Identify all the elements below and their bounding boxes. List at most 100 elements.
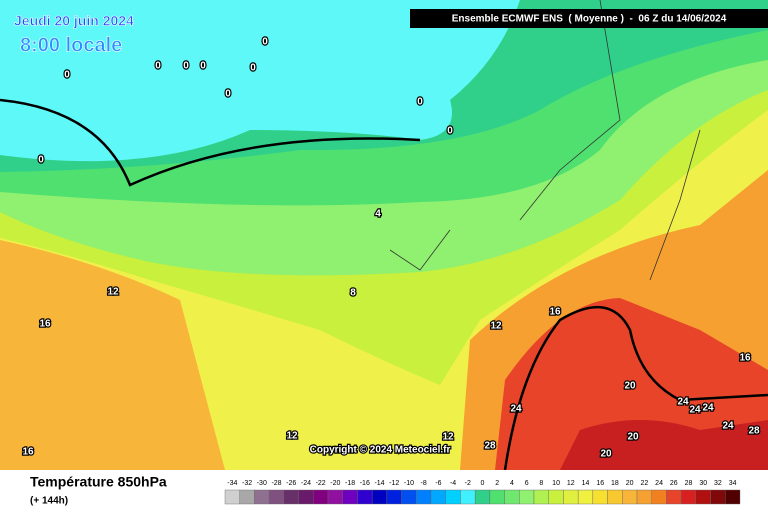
isotherm-label: 16 [739,353,751,364]
scale-label: 12 [567,480,575,487]
scale-label: -10 [404,480,414,487]
scale-label: 28 [685,480,693,487]
isotherm-label: 4 [375,209,381,220]
scale-swatch [563,489,579,505]
isotherm-label: 0 [64,70,70,81]
scale-label: 14 [582,480,590,487]
isotherm-label: 12 [286,431,298,442]
legend-title: Température 850hPa [30,474,167,490]
scale-swatch [342,489,358,505]
scale-label: 22 [640,480,648,487]
scale-label: 34 [729,480,737,487]
isotherm-label: 0 [155,61,161,72]
scale-swatch [327,489,343,505]
scale-swatch [577,489,594,505]
color-scale: -34 -32 -30 -28 -26 -24 -22 -20 -18 -16 -14 -12 -10-… [224,480,741,505]
scale-swatch [268,489,285,505]
scale-swatch [416,489,432,505]
isotherm-label: 0 [250,63,256,74]
scale-swatch [489,489,505,505]
scale-swatch [519,489,535,505]
isotherm-label: 8 [350,288,356,299]
isotherm-label: 20 [624,381,636,392]
isotherm-label: 16 [549,307,561,318]
scale-swatch [357,489,373,505]
map-background [0,0,768,471]
isotherm-label: 12 [490,321,502,332]
scale-label: -32 [242,480,252,487]
scale-label: -6 [435,480,441,487]
scale-swatch [254,489,270,505]
isotherm-label: 0 [183,61,189,72]
scale-swatch [313,489,329,505]
scale-label: 6 [525,480,529,487]
scale-label: 24 [655,480,663,487]
scale-label: -12 [389,480,399,487]
scale-label: -30 [257,480,267,487]
isotherm-label: 16 [39,319,51,330]
scale-label: -14 [374,480,384,487]
isotherm-label: 20 [627,432,639,443]
scale-label: -22 [316,480,326,487]
scale-swatch [548,489,564,505]
scale-swatch [298,489,314,505]
scale-label: -2 [465,480,471,487]
scale-label: 0 [481,480,485,487]
isotherm-label: 0 [200,61,206,72]
copyright: Copyright © 2024 Meteociel.fr [310,445,451,456]
isotherm-label: 0 [262,37,268,48]
isotherm-label: 0 [38,155,44,166]
forecast-lead: (+ 144h) [30,496,68,507]
isotherm-label: 24 [689,405,701,416]
scale-label: -18 [345,480,355,487]
scale-swatch [474,489,491,505]
scale-swatch [430,489,446,505]
scale-label: 20 [626,480,634,487]
isotherm-label: 0 [417,97,423,108]
scale-swatch [725,489,741,505]
scale-label: 2 [495,480,499,487]
local-time: 8:00 locale [20,34,122,56]
isotherm-label: 24 [722,421,734,432]
scale-swatch [666,489,682,505]
isotherm-label: 24 [510,404,522,415]
scale-swatch [695,489,711,505]
scale-label: -26 [286,480,296,487]
model-run: Ensemble ECMWF ENS ( Moyenne ) - 06 Z du… [452,14,727,25]
scale-label: 26 [670,480,678,487]
scale-label: 10 [552,480,560,487]
scale-swatch [224,489,240,505]
isotherm-label: 24 [677,397,689,408]
scale-swatch [504,489,520,505]
isotherm-label: 0 [447,126,453,137]
scale-swatch [651,489,667,505]
scale-label: 18 [611,480,619,487]
isotherm-label: 16 [22,447,34,458]
isotherm-label: 28 [748,426,760,437]
date: Jeudi 20 juin 2024 [14,13,134,29]
scale-swatch [401,489,417,505]
isotherm-label: 12 [107,287,119,298]
scale-label: -24 [301,480,311,487]
scale-swatch [636,489,652,505]
scale-label: -20 [330,480,340,487]
scale-label: -28 [271,480,281,487]
scale-label: 16 [596,480,604,487]
scale-swatch [622,489,638,505]
scale-label: -16 [360,480,370,487]
scale-swatch [283,489,299,505]
isotherm-label: 28 [484,441,496,452]
scale-swatch [445,489,461,505]
isotherm-label: 24 [702,403,714,414]
scale-swatch [592,489,608,505]
scale-label: -8 [421,480,427,487]
isotherm-label: 12 [442,432,454,443]
scale-swatch [371,489,388,505]
model-box [410,9,768,28]
isotherm-label: 0 [225,89,231,100]
scale-swatch [533,489,549,505]
scale-label: 4 [510,480,514,487]
scale-label: 8 [539,480,543,487]
